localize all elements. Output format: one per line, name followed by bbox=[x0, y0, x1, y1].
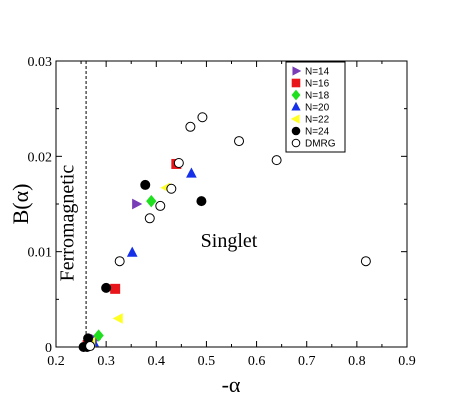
data-point bbox=[85, 341, 96, 352]
x-tick-label: 0.9 bbox=[398, 354, 416, 369]
legend-label: N=18 bbox=[305, 91, 330, 102]
data-point bbox=[197, 112, 208, 123]
data-point bbox=[93, 329, 104, 342]
x-tick-label: 0.4 bbox=[148, 354, 166, 369]
data-point bbox=[196, 196, 207, 207]
data-point bbox=[186, 167, 197, 178]
y-tick-label: 0 bbox=[45, 341, 52, 356]
legend-label: N=24 bbox=[305, 127, 330, 138]
legend-marker bbox=[292, 66, 302, 76]
legend-marker bbox=[291, 138, 301, 148]
legend-label: N=20 bbox=[305, 103, 330, 114]
series-n-20 bbox=[83, 167, 197, 350]
data-point bbox=[110, 283, 121, 294]
data-point bbox=[101, 282, 112, 293]
data-point bbox=[140, 179, 151, 190]
data-point bbox=[144, 213, 155, 224]
singlet-label: Singlet bbox=[201, 230, 258, 252]
legend-marker bbox=[291, 126, 301, 136]
legend-label: N=14 bbox=[305, 67, 330, 78]
y-tick-label: 0.01 bbox=[28, 246, 53, 261]
data-point bbox=[114, 256, 125, 267]
x-tick-label: 0.6 bbox=[248, 354, 266, 369]
plot-frame bbox=[55, 60, 408, 348]
data-point bbox=[234, 136, 245, 147]
data-point bbox=[185, 121, 196, 132]
x-tick-label: 0.7 bbox=[298, 354, 316, 369]
x-axis-label: -α bbox=[222, 372, 241, 397]
x-tick-label: 0.3 bbox=[97, 354, 115, 369]
x-tick-label: 0.5 bbox=[198, 354, 216, 369]
data-point bbox=[360, 256, 371, 267]
legend-label: N=16 bbox=[305, 79, 330, 90]
data-point bbox=[166, 183, 177, 194]
data-point bbox=[132, 198, 143, 210]
legend-label: N=22 bbox=[305, 115, 330, 126]
y-tick-label: 0.02 bbox=[28, 150, 53, 165]
data-points bbox=[78, 112, 371, 352]
y-axis-label: B(α) bbox=[8, 184, 33, 225]
data-point bbox=[126, 246, 138, 257]
x-tick-label: 0.8 bbox=[348, 354, 366, 369]
annotations: Ferromagnetic Singlet bbox=[57, 165, 258, 282]
y-tick-label: 0.03 bbox=[28, 55, 53, 70]
legend-label: DMRG bbox=[305, 139, 336, 150]
axis-ticks: 0.2 0.3 0.4 0.5 0.6 0.7 0.8 0.9 0 0.01 0.02 0.03 bbox=[28, 55, 416, 369]
data-point bbox=[155, 200, 166, 211]
data-point bbox=[271, 155, 282, 166]
ferromagnetic-label: Ferromagnetic bbox=[57, 165, 79, 282]
series-n-14 bbox=[91, 198, 143, 345]
data-point bbox=[173, 158, 184, 169]
legend-marker bbox=[291, 89, 301, 101]
series-n-24 bbox=[78, 179, 207, 352]
legend-marker bbox=[290, 114, 300, 124]
legend-marker bbox=[291, 78, 301, 88]
data-point bbox=[146, 194, 157, 208]
legend-marker bbox=[291, 101, 301, 111]
data-point bbox=[112, 313, 123, 324]
series-dmrg bbox=[85, 112, 371, 352]
x-tick-label: 0.2 bbox=[47, 354, 65, 369]
